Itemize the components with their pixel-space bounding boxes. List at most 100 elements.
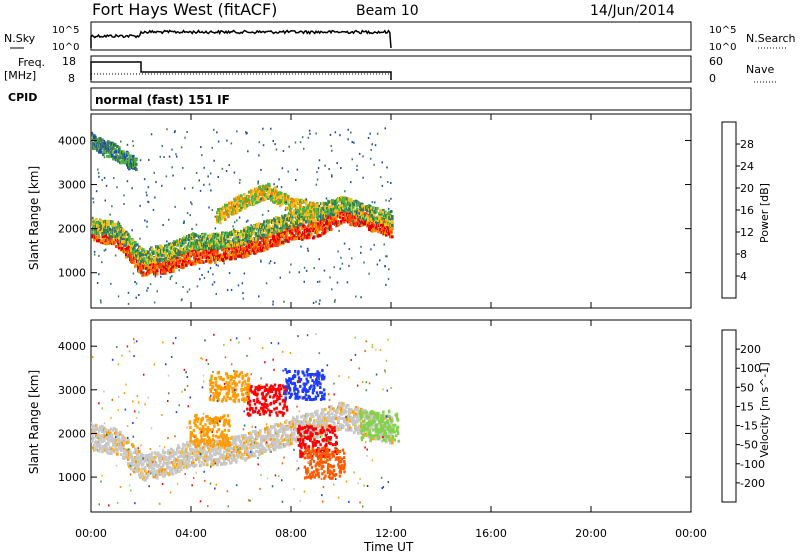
power-cell — [248, 243, 251, 247]
power-scatter — [373, 243, 375, 246]
power-scatter — [294, 141, 297, 144]
power-scatter — [175, 282, 177, 285]
power-cell — [340, 203, 343, 207]
power-cell — [345, 199, 348, 203]
power-cell — [390, 230, 393, 234]
power-scatter — [140, 270, 142, 273]
power-cell — [340, 221, 343, 225]
power-scatter — [166, 240, 168, 243]
velocity-cell — [127, 440, 130, 444]
power-scatter — [155, 181, 157, 184]
power-cell — [92, 222, 95, 226]
power-cell — [137, 261, 140, 264]
noise-left-tick-top: 10^5 — [52, 25, 79, 36]
power-scatter — [147, 287, 149, 290]
power-cell — [256, 239, 259, 243]
power-scatter — [152, 208, 155, 211]
velocity-cell — [102, 449, 105, 453]
power-scatter — [346, 281, 349, 284]
power-scatter — [305, 269, 308, 272]
power-scatter — [104, 199, 106, 202]
power-cell — [328, 200, 331, 204]
power-cell — [229, 233, 232, 237]
power-cell — [358, 209, 361, 213]
power-cell — [258, 232, 261, 236]
power-cell — [260, 236, 263, 240]
power-cell — [255, 190, 258, 194]
velocity-cell — [109, 446, 112, 450]
power-cell — [389, 228, 392, 232]
power-cell — [111, 220, 114, 224]
power-scatter — [123, 194, 125, 197]
power-cell — [275, 200, 278, 204]
power-scatter — [214, 227, 217, 230]
power-cell — [152, 266, 155, 270]
power-cell — [375, 228, 378, 232]
velocity-cell — [127, 439, 130, 442]
power-cell — [310, 232, 313, 236]
power-cell — [202, 251, 205, 255]
power-scatter — [162, 224, 164, 226]
power-cell — [247, 197, 250, 201]
power-cell — [194, 262, 197, 266]
velocity-cell — [107, 442, 110, 446]
velocity-cell — [113, 450, 116, 454]
power-scatter — [211, 146, 213, 149]
power-scatter — [233, 228, 235, 231]
power-scatter — [242, 297, 244, 300]
power-scatter — [104, 248, 107, 251]
velocity-cell — [181, 448, 184, 451]
power-scatter — [162, 273, 164, 275]
power-scatter — [183, 220, 185, 223]
power-scatter — [176, 155, 178, 158]
power-scatter — [146, 225, 148, 228]
power-cell — [158, 259, 161, 263]
power-scatter — [203, 166, 205, 169]
power-cell — [178, 261, 181, 265]
power-cell — [228, 201, 231, 205]
velocity-cell — [142, 462, 145, 466]
power-cell — [271, 228, 274, 232]
power-cell — [247, 225, 250, 229]
power-scatter — [236, 130, 238, 133]
velocity-cell — [134, 466, 137, 470]
power-cell — [114, 155, 117, 159]
velocity-cell — [153, 473, 156, 477]
power-cell — [130, 155, 133, 159]
velocity-cell — [106, 431, 109, 435]
power-cell — [360, 218, 363, 222]
power-cell — [385, 233, 388, 237]
power-cell — [116, 145, 119, 149]
velocity-cell — [99, 426, 102, 430]
power-scatter — [279, 276, 281, 279]
power-scatter — [344, 190, 346, 193]
power-scatter — [113, 177, 115, 180]
power-cell — [379, 213, 382, 217]
power-cell — [218, 215, 221, 219]
power-scatter — [363, 261, 365, 264]
power-cell — [193, 244, 196, 248]
power-cell — [333, 207, 336, 211]
noise-right-tick-top: 10^5 — [709, 25, 736, 36]
power-cell — [343, 211, 346, 215]
power-scatter — [325, 197, 328, 200]
power-cell — [130, 249, 133, 253]
power-cell — [125, 253, 128, 256]
power-cell — [132, 258, 135, 262]
power-cell — [115, 245, 118, 248]
velocity-cell — [116, 449, 119, 453]
velocity-cell — [180, 453, 183, 457]
date-label: 14/Jun/2014 — [590, 3, 675, 19]
power-cell — [115, 222, 118, 226]
power-cell — [315, 205, 318, 209]
power-cell — [155, 262, 158, 266]
power-cell — [170, 260, 173, 264]
velocity-cell — [184, 443, 187, 447]
velocity-cell — [141, 458, 144, 462]
power-scatter — [134, 281, 136, 283]
power-cell — [195, 234, 198, 238]
power-cell — [350, 199, 353, 203]
power-cell — [172, 268, 175, 272]
power-cell — [287, 239, 290, 243]
power-cell — [163, 261, 166, 265]
